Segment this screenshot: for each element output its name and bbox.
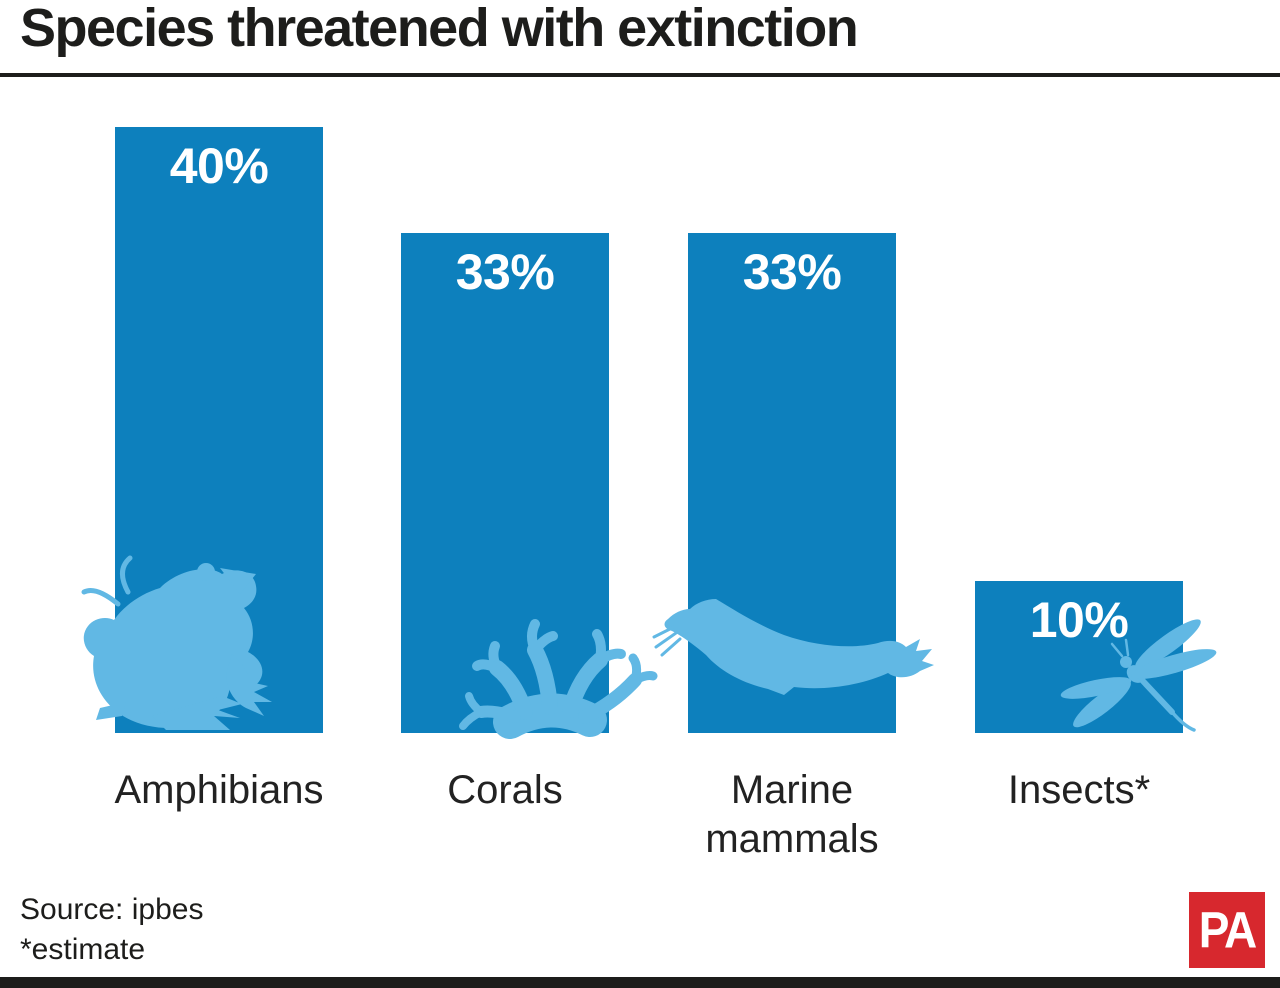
pa-logo: PA [1189,892,1265,968]
bottom-bar [0,977,1280,988]
page-title: Species threatened with extinction [20,0,859,58]
pa-logo-text: PA [1198,901,1257,959]
bar-value-label: 40% [169,138,269,194]
category-label-insects: Insects* [1007,768,1151,812]
category-label-marine-mammals: Marine mammals [705,768,879,861]
source-block: Source: ipbes *estimate [20,890,203,970]
source-text: Source: ipbes [20,893,204,926]
bar-insects: 10% [975,581,1183,733]
bar-value-label: 33% [742,244,842,300]
estimate-note: *estimate [20,933,146,966]
bar-corals: 33% [401,233,609,733]
category-label-corals: Corals [447,768,563,812]
bar-value-label: 33% [455,244,555,300]
bar-amphibians: 40% [115,127,323,733]
category-label-amphibians: Amphibians [114,768,324,812]
bar-marine-mammals: 33% [688,233,896,733]
bar-value-label: 10% [1029,592,1129,648]
title-divider [0,73,1280,77]
